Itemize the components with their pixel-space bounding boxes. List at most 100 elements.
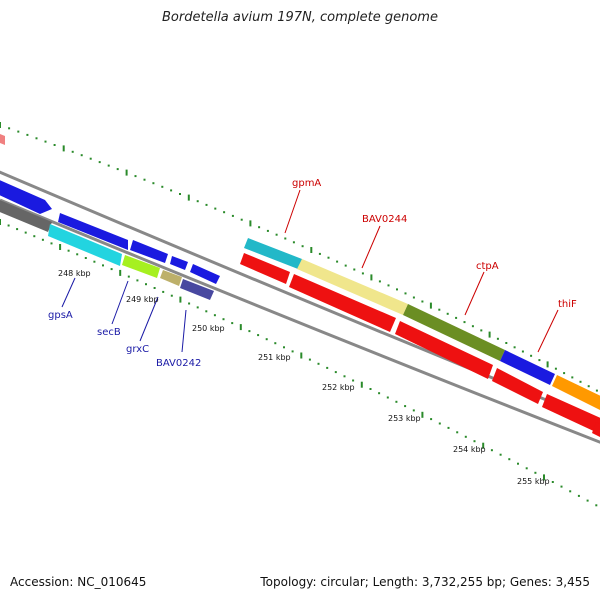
outer-tick — [370, 274, 373, 281]
outer-tick — [530, 354, 533, 357]
gene-feature-red-5[interactable] — [542, 394, 600, 434]
gene-feature-left-blue-4[interactable] — [170, 256, 188, 270]
inner-tick — [127, 275, 130, 278]
gene-feature-red-6[interactable] — [592, 422, 600, 437]
inner-tick — [41, 238, 44, 241]
outer-tick — [205, 203, 208, 206]
inner-tick — [438, 422, 441, 425]
outer-tick — [152, 182, 155, 185]
outer-tick — [446, 312, 449, 315]
gene-feature-red-1[interactable] — [240, 253, 290, 284]
outer-ticks — [0, 122, 598, 392]
inner-tick — [586, 499, 589, 502]
inner-tick — [170, 294, 173, 297]
outer-tick — [107, 164, 110, 167]
leader-secB — [111, 280, 129, 325]
outer-tick — [488, 331, 491, 338]
outer-tick — [53, 144, 56, 146]
inner-tick — [93, 260, 96, 263]
gene-label-grxC: grxC — [126, 344, 149, 355]
gene-feature-left-pink[interactable] — [0, 132, 5, 145]
inner-tick — [300, 352, 303, 359]
outer-tick — [429, 302, 432, 309]
gene-label-ctpA: ctpA — [476, 261, 499, 272]
outer-tick — [310, 247, 313, 253]
inner-tick — [239, 324, 242, 331]
inner-tick — [213, 314, 216, 317]
outer-tick — [318, 252, 321, 255]
inner-tick — [179, 296, 182, 303]
inner-tick — [16, 228, 19, 231]
gene-feature-left-cyan[interactable] — [48, 224, 122, 266]
inner-tick — [464, 435, 467, 438]
tick-label-251: 251 kbp — [258, 353, 291, 362]
gene-feature-blue-right[interactable] — [500, 350, 555, 385]
gene-label-BAV0242: BAV0242 — [156, 358, 201, 369]
outer-tick — [521, 350, 524, 353]
outer-tick — [125, 169, 128, 176]
outer-tick — [143, 178, 146, 181]
outer-tick — [80, 154, 83, 157]
inner-tick — [162, 290, 165, 293]
outer-tick — [480, 329, 483, 332]
gene-feature-olive[interactable] — [403, 304, 505, 361]
outer-tick — [455, 316, 458, 319]
gene-feature-left-navy[interactable] — [180, 279, 214, 300]
outer-tick — [327, 256, 330, 259]
gene-feature-left-blue-outer[interactable] — [0, 178, 52, 214]
inner-tick — [577, 494, 580, 497]
label-leaders — [61, 189, 559, 353]
outer-tick — [554, 367, 557, 370]
gene-feature-left-khaki[interactable] — [160, 270, 182, 286]
outer-tick — [336, 260, 339, 263]
outer-tick — [231, 214, 234, 217]
outer-tick — [187, 194, 190, 201]
outer-tick — [214, 207, 217, 210]
outer-tick — [35, 137, 38, 140]
inner-tick — [119, 269, 122, 276]
outer-tick — [161, 185, 164, 188]
inner-tick — [136, 279, 139, 282]
leader-ctpA — [464, 271, 485, 316]
inner-tick — [560, 485, 563, 488]
outer-tick — [8, 127, 11, 130]
leader-gpmA — [284, 189, 301, 234]
gene-feature-wheat[interactable] — [297, 259, 408, 315]
inner-tick — [334, 371, 337, 374]
outer-tick — [266, 229, 269, 232]
inner-tick — [369, 388, 372, 390]
inner-tick — [291, 350, 294, 353]
inner-tick — [274, 342, 277, 345]
gene-feature-teal[interactable] — [244, 238, 302, 269]
gene-feature-red-4[interactable] — [492, 368, 543, 404]
inner-tick — [205, 310, 208, 313]
outer-tick — [571, 376, 574, 379]
gene-label-thiF: thiF — [558, 299, 577, 310]
inner-tick — [67, 249, 70, 252]
outer-tick — [344, 264, 347, 267]
gene-feature-left-blue-5[interactable] — [190, 264, 220, 284]
inner-tick — [265, 338, 268, 341]
gene-feature-left-blue-3[interactable] — [130, 240, 168, 263]
inner-tick — [317, 362, 320, 365]
inner-ticks — [0, 219, 598, 507]
gene-feature-left-gray[interactable] — [0, 198, 52, 232]
inner-tick — [421, 411, 424, 418]
leader-grxC — [139, 296, 159, 342]
outer-tick — [62, 145, 65, 152]
gene-feature-red-2[interactable] — [289, 274, 396, 332]
outer-tick — [404, 292, 407, 295]
gene-feature-left-blue-2[interactable] — [58, 213, 128, 250]
inner-tick — [59, 244, 62, 250]
inner-tick — [308, 358, 311, 361]
gene-feature-orange[interactable] — [552, 375, 600, 410]
accession-text: Accession: NC_010645 — [10, 575, 147, 589]
outer-tick — [513, 346, 516, 349]
outer-tick — [587, 385, 590, 388]
outer-tick — [361, 272, 364, 275]
inner-tick — [352, 379, 355, 382]
gene-feature-left-green[interactable] — [122, 255, 160, 278]
gene-feature-red-3[interactable] — [395, 321, 493, 379]
topology-summary: Topology: circular; Length: 3,732,255 bp… — [260, 575, 590, 589]
outer-tick — [505, 342, 508, 344]
